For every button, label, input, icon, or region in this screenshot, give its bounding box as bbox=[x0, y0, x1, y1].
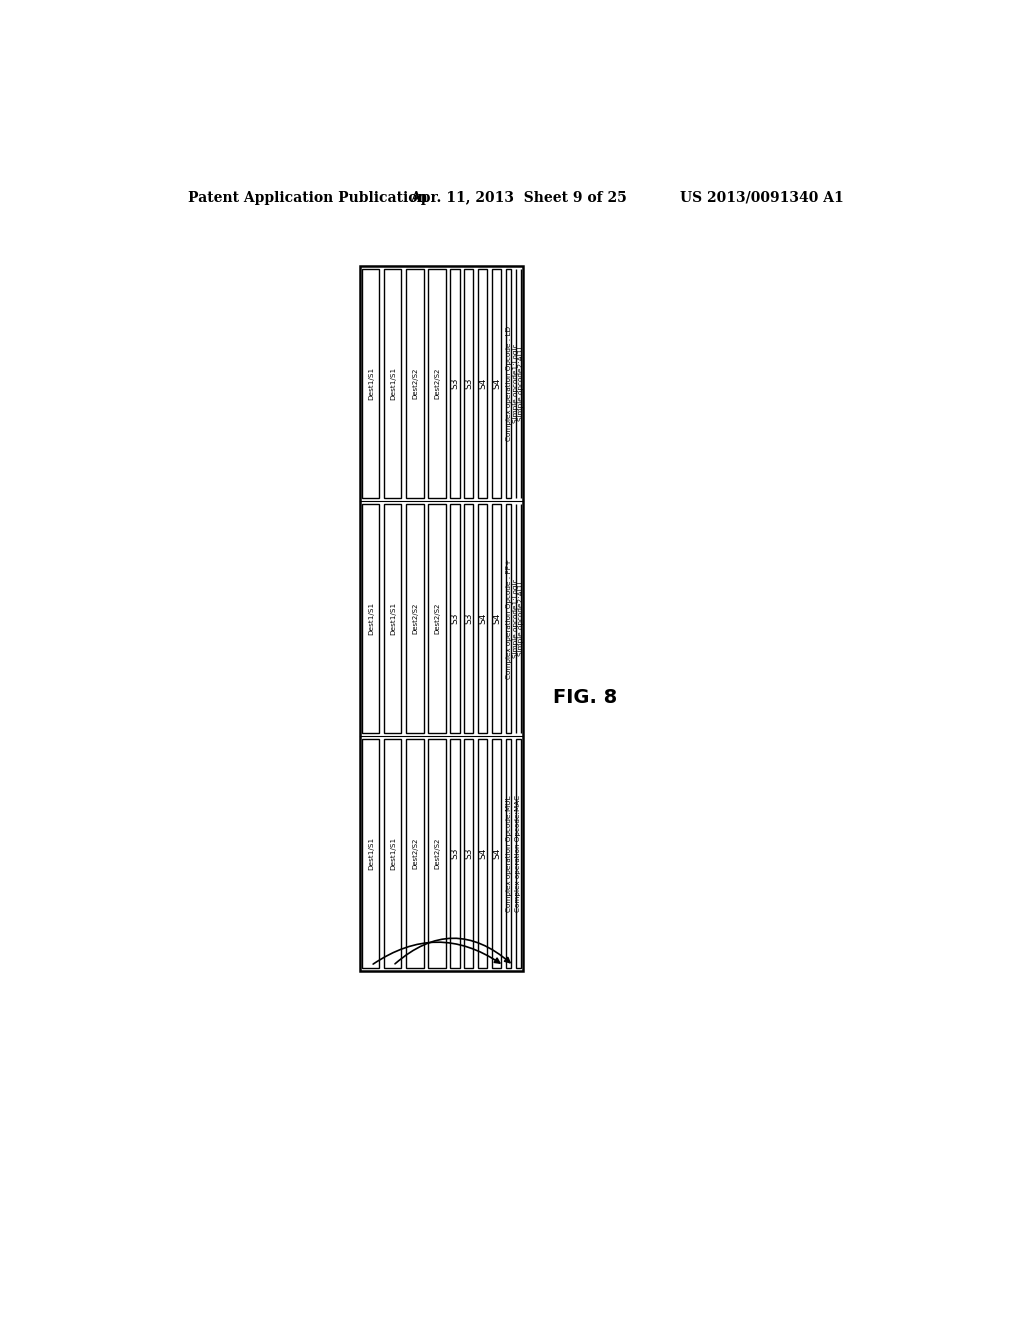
Text: Dest2/S2: Dest2/S2 bbox=[434, 368, 440, 400]
Text: Dest2/S2: Dest2/S2 bbox=[412, 368, 418, 400]
FancyBboxPatch shape bbox=[516, 739, 521, 968]
FancyBboxPatch shape bbox=[464, 269, 473, 498]
FancyBboxPatch shape bbox=[407, 269, 424, 498]
FancyBboxPatch shape bbox=[407, 739, 424, 968]
FancyBboxPatch shape bbox=[384, 739, 401, 968]
Text: Dest1/S1: Dest1/S1 bbox=[390, 837, 396, 870]
Text: US 2013/0091340 A1: US 2013/0091340 A1 bbox=[680, 191, 844, 205]
Text: Patent Application Publication: Patent Application Publication bbox=[187, 191, 427, 205]
Text: Simple opcode1:Logic: Simple opcode1:Logic bbox=[513, 578, 519, 659]
Text: Simple opcode2:ALU: Simple opcode2:ALU bbox=[518, 581, 524, 656]
FancyBboxPatch shape bbox=[451, 739, 460, 968]
Text: S4: S4 bbox=[493, 612, 501, 624]
FancyBboxPatch shape bbox=[451, 269, 460, 498]
FancyBboxPatch shape bbox=[359, 267, 523, 970]
Text: Dest2/S2: Dest2/S2 bbox=[412, 838, 418, 869]
FancyBboxPatch shape bbox=[493, 269, 501, 498]
Text: S4: S4 bbox=[493, 847, 501, 859]
Text: Dest1/S1: Dest1/S1 bbox=[368, 602, 374, 635]
FancyBboxPatch shape bbox=[362, 739, 380, 968]
FancyBboxPatch shape bbox=[506, 504, 511, 733]
FancyBboxPatch shape bbox=[362, 269, 380, 498]
Text: Complex operation Opcode : FP+: Complex operation Opcode : FP+ bbox=[506, 558, 512, 678]
Text: Simple opcode2:ALU: Simple opcode2:ALU bbox=[518, 346, 524, 421]
Text: Simple opcode1:Logic: Simple opcode1:Logic bbox=[513, 345, 519, 424]
Text: S3: S3 bbox=[451, 847, 460, 859]
FancyBboxPatch shape bbox=[464, 739, 473, 968]
FancyBboxPatch shape bbox=[451, 504, 460, 733]
Text: Dest1/S1: Dest1/S1 bbox=[390, 367, 396, 400]
Text: S4: S4 bbox=[478, 378, 487, 389]
Text: Dest1/S1: Dest1/S1 bbox=[368, 367, 374, 400]
FancyBboxPatch shape bbox=[384, 504, 401, 733]
FancyBboxPatch shape bbox=[428, 739, 445, 968]
Text: S4: S4 bbox=[493, 378, 501, 389]
Text: S4: S4 bbox=[478, 847, 487, 859]
FancyBboxPatch shape bbox=[362, 504, 380, 733]
Text: Dest2/S2: Dest2/S2 bbox=[434, 838, 440, 869]
FancyBboxPatch shape bbox=[428, 269, 445, 498]
Text: S3: S3 bbox=[464, 847, 473, 859]
Text: S3: S3 bbox=[464, 378, 473, 389]
FancyBboxPatch shape bbox=[493, 739, 501, 968]
Text: Dest1/S1: Dest1/S1 bbox=[368, 837, 374, 870]
FancyArrowPatch shape bbox=[373, 942, 500, 964]
FancyBboxPatch shape bbox=[493, 504, 501, 733]
Text: Complex operation Opcode:MAC: Complex operation Opcode:MAC bbox=[515, 795, 521, 912]
FancyArrowPatch shape bbox=[395, 939, 510, 964]
FancyBboxPatch shape bbox=[464, 504, 473, 733]
FancyBboxPatch shape bbox=[428, 504, 445, 733]
FancyBboxPatch shape bbox=[506, 269, 511, 498]
Text: S4: S4 bbox=[478, 612, 487, 624]
Text: Complex operation Opcode:MUL: Complex operation Opcode:MUL bbox=[506, 795, 512, 912]
FancyBboxPatch shape bbox=[384, 269, 401, 498]
FancyBboxPatch shape bbox=[478, 504, 487, 733]
Text: S3: S3 bbox=[451, 612, 460, 624]
Text: Complex operation Opcode : LD: Complex operation Opcode : LD bbox=[506, 326, 512, 441]
Text: Dest2/S2: Dest2/S2 bbox=[412, 603, 418, 634]
FancyBboxPatch shape bbox=[478, 739, 487, 968]
Text: FIG. 8: FIG. 8 bbox=[553, 688, 616, 706]
Text: S3: S3 bbox=[464, 612, 473, 624]
Text: S3: S3 bbox=[451, 378, 460, 389]
Text: Dest2/S2: Dest2/S2 bbox=[434, 603, 440, 634]
FancyBboxPatch shape bbox=[478, 269, 487, 498]
Text: Dest1/S1: Dest1/S1 bbox=[390, 602, 396, 635]
Text: Apr. 11, 2013  Sheet 9 of 25: Apr. 11, 2013 Sheet 9 of 25 bbox=[410, 191, 627, 205]
FancyBboxPatch shape bbox=[407, 504, 424, 733]
FancyBboxPatch shape bbox=[506, 739, 511, 968]
